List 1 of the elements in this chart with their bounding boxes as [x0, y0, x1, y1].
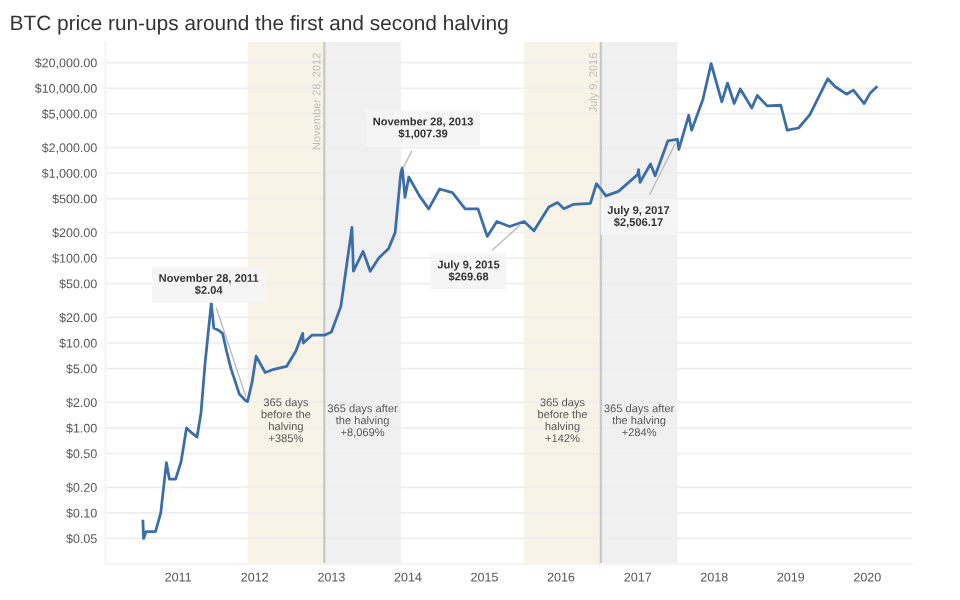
chart-title: BTC price run-ups around the first and second halving	[11, 15, 508, 35]
